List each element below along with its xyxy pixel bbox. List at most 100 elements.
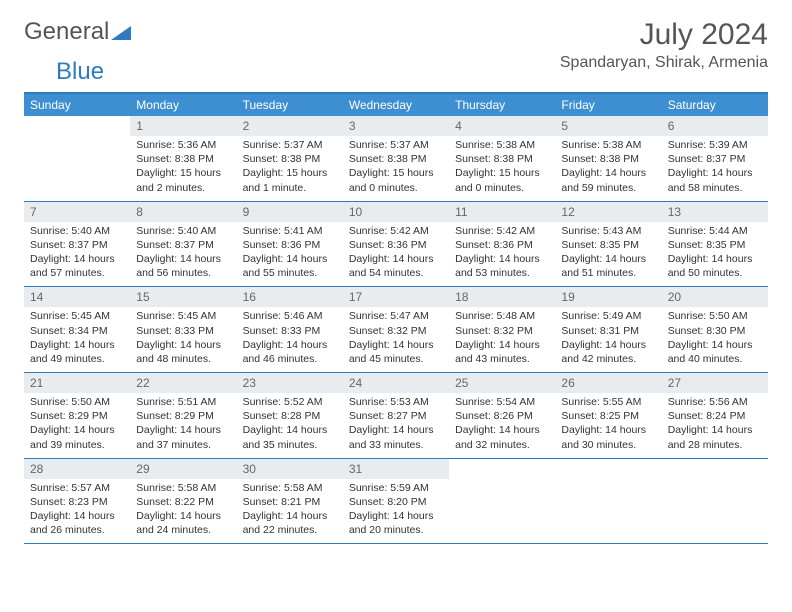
- dow-sunday: Sunday: [24, 94, 130, 116]
- day-body-row: Sunrise: 5:45 AM Sunset: 8:34 PM Daylight:…: [24, 307, 768, 372]
- sunrise-text: Sunrise: 5:44 AM: [668, 224, 762, 238]
- sunset-text: Sunset: 8:37 PM: [668, 152, 762, 166]
- sunset-text: Sunset: 8:32 PM: [455, 324, 549, 338]
- daylight-text-1: Daylight: 14 hours: [668, 338, 762, 352]
- day-number: 12: [555, 202, 661, 222]
- daylight-text-2: and 42 minutes.: [561, 352, 655, 366]
- daylight-text-2: and 37 minutes.: [136, 438, 230, 452]
- day-number: 13: [662, 202, 768, 222]
- sunset-text: Sunset: 8:35 PM: [561, 238, 655, 252]
- day-cell: Sunrise: 5:52 AMSunset: 8:28 PMDaylight:…: [237, 393, 343, 458]
- day-number: 29: [130, 459, 236, 479]
- daylight-text-2: and 33 minutes.: [349, 438, 443, 452]
- daylight-text-1: Daylight: 14 hours: [30, 509, 124, 523]
- day-cell: Sunrise: 5:38 AMSunset: 8:38 PMDaylight:…: [449, 136, 555, 201]
- daylight-text-2: and 0 minutes.: [455, 181, 549, 195]
- day-number: 16: [237, 287, 343, 307]
- daylight-text-2: and 43 minutes.: [455, 352, 549, 366]
- daylight-text-2: and 56 minutes.: [136, 266, 230, 280]
- sunrise-text: Sunrise: 5:52 AM: [243, 395, 337, 409]
- day-cell: Sunrise: 5:45 AMSunset: 8:33 PMDaylight:…: [130, 307, 236, 372]
- daylight-text-1: Daylight: 14 hours: [30, 423, 124, 437]
- day-cell: Sunrise: 5:54 AMSunset: 8:26 PMDaylight:…: [449, 393, 555, 458]
- sunset-text: Sunset: 8:29 PM: [136, 409, 230, 423]
- day-number: 20: [662, 287, 768, 307]
- sunrise-text: Sunrise: 5:41 AM: [243, 224, 337, 238]
- daylight-text-2: and 53 minutes.: [455, 266, 549, 280]
- sunset-text: Sunset: 8:28 PM: [243, 409, 337, 423]
- daylight-text-1: Daylight: 14 hours: [243, 338, 337, 352]
- week-row: 28293031Sunrise: 5:57 AMSunset: 8:23 PMD…: [24, 459, 768, 545]
- sunset-text: Sunset: 8:34 PM: [30, 324, 124, 338]
- day-number: 1: [130, 116, 236, 136]
- daylight-text-1: Daylight: 14 hours: [136, 509, 230, 523]
- day-cell: Sunrise: 5:40 AMSunset: 8:37 PMDaylight:…: [24, 222, 130, 287]
- daylight-text-1: Daylight: 14 hours: [561, 252, 655, 266]
- sunrise-text: Sunrise: 5:37 AM: [349, 138, 443, 152]
- day-number: [662, 459, 768, 479]
- week-row: 14151617181920Sunrise: 5:45 AMSunset: 8:…: [24, 287, 768, 373]
- day-body-row: Sunrise: 5:57 AMSunset: 8:23 PMDaylight:…: [24, 479, 768, 544]
- daylight-text-1: Daylight: 14 hours: [561, 166, 655, 180]
- daylight-text-2: and 24 minutes.: [136, 523, 230, 537]
- sunset-text: Sunset: 8:36 PM: [349, 238, 443, 252]
- sunset-text: Sunset: 8:31 PM: [561, 324, 655, 338]
- sunset-text: Sunset: 8:33 PM: [136, 324, 230, 338]
- day-number: 22: [130, 373, 236, 393]
- sunset-text: Sunset: 8:21 PM: [243, 495, 337, 509]
- sunset-text: Sunset: 8:38 PM: [561, 152, 655, 166]
- sunrise-text: Sunrise: 5:38 AM: [455, 138, 549, 152]
- dow-friday: Friday: [555, 94, 661, 116]
- daylight-text-2: and 20 minutes.: [349, 523, 443, 537]
- sunset-text: Sunset: 8:32 PM: [349, 324, 443, 338]
- day-number: 8: [130, 202, 236, 222]
- daylight-text-1: Daylight: 15 hours: [349, 166, 443, 180]
- day-body-row: Sunrise: 5:50 AMSunset: 8:29 PMDaylight:…: [24, 393, 768, 458]
- day-number: 15: [130, 287, 236, 307]
- sunrise-text: Sunrise: 5:48 AM: [455, 309, 549, 323]
- daylight-text-1: Daylight: 14 hours: [243, 509, 337, 523]
- daylight-text-1: Daylight: 14 hours: [455, 338, 549, 352]
- sunrise-text: Sunrise: 5:45 AM: [136, 309, 230, 323]
- day-number: 4: [449, 116, 555, 136]
- daylight-text-1: Daylight: 14 hours: [561, 338, 655, 352]
- sunrise-text: Sunrise: 5:59 AM: [349, 481, 443, 495]
- day-cell: Sunrise: 5:56 AMSunset: 8:24 PMDaylight:…: [662, 393, 768, 458]
- daylight-text-1: Daylight: 14 hours: [455, 252, 549, 266]
- daylight-text-1: Daylight: 14 hours: [136, 423, 230, 437]
- day-of-week-header: Sunday Monday Tuesday Wednesday Thursday…: [24, 94, 768, 116]
- sunrise-text: Sunrise: 5:36 AM: [136, 138, 230, 152]
- sunrise-text: Sunrise: 5:58 AM: [136, 481, 230, 495]
- day-number: 24: [343, 373, 449, 393]
- daylight-text-2: and 1 minute.: [243, 181, 337, 195]
- sunrise-text: Sunrise: 5:57 AM: [30, 481, 124, 495]
- day-number: 7: [24, 202, 130, 222]
- day-cell: Sunrise: 5:53 AMSunset: 8:27 PMDaylight:…: [343, 393, 449, 458]
- sunrise-text: Sunrise: 5:37 AM: [243, 138, 337, 152]
- sunrise-text: Sunrise: 5:40 AM: [30, 224, 124, 238]
- day-number: 6: [662, 116, 768, 136]
- daylight-text-2: and 59 minutes.: [561, 181, 655, 195]
- day-number: 25: [449, 373, 555, 393]
- day-number: 18: [449, 287, 555, 307]
- day-cell: [449, 479, 555, 544]
- day-cell: Sunrise: 5:58 AMSunset: 8:21 PMDaylight:…: [237, 479, 343, 544]
- daylight-text-1: Daylight: 14 hours: [30, 252, 124, 266]
- day-number-row: 21222324252627: [24, 373, 768, 393]
- daylight-text-2: and 48 minutes.: [136, 352, 230, 366]
- daylight-text-2: and 54 minutes.: [349, 266, 443, 280]
- day-number: 10: [343, 202, 449, 222]
- day-cell: Sunrise: 5:38 AMSunset: 8:38 PMDaylight:…: [555, 136, 661, 201]
- calendar: Sunday Monday Tuesday Wednesday Thursday…: [24, 92, 768, 544]
- dow-wednesday: Wednesday: [343, 94, 449, 116]
- day-cell: Sunrise: 5:39 AMSunset: 8:37 PMDaylight:…: [662, 136, 768, 201]
- logo: General: [24, 18, 133, 46]
- daylight-text-2: and 32 minutes.: [455, 438, 549, 452]
- logo-text-blue: Blue: [56, 58, 104, 85]
- sunset-text: Sunset: 8:36 PM: [455, 238, 549, 252]
- sunrise-text: Sunrise: 5:42 AM: [349, 224, 443, 238]
- day-number: 31: [343, 459, 449, 479]
- sunset-text: Sunset: 8:35 PM: [668, 238, 762, 252]
- day-cell: Sunrise: 5:37 AMSunset: 8:38 PMDaylight:…: [237, 136, 343, 201]
- day-number: 11: [449, 202, 555, 222]
